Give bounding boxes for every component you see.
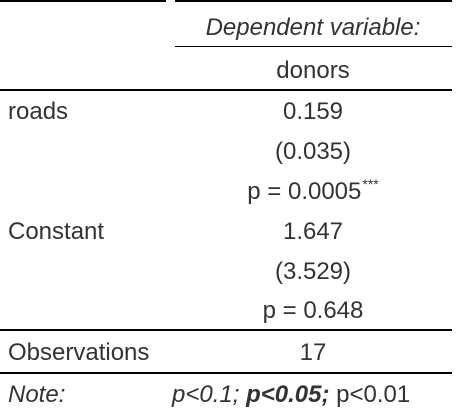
note-significance-legend: p<0.1; p<0.05; p<0.01	[172, 383, 410, 407]
row-constant-label: Constant	[8, 218, 105, 245]
note-label: Note:	[8, 381, 66, 408]
top-left-rule	[0, 0, 166, 2]
dependent-variable-name: donors	[276, 57, 350, 84]
body-bottom-rule	[0, 329, 452, 331]
header-underline-rule	[175, 46, 452, 47]
observations-value: 17	[299, 339, 327, 366]
row-constant-p-value: p = 0.648	[262, 297, 364, 324]
row-constant-coefficient: 1.647	[282, 218, 344, 245]
row-roads-coefficient: 0.159	[282, 98, 344, 125]
dependent-variable-label: Dependent variable:	[205, 14, 421, 41]
row-roads-p-value-text: p = 0.0005	[247, 178, 362, 205]
note-p1: p<0.1;	[172, 381, 240, 408]
row-roads-label: roads	[8, 98, 69, 125]
observations-label: Observations	[8, 339, 150, 366]
note-p2: p<0.05;	[246, 381, 330, 408]
row-roads-p-value: p = 0.0005***	[247, 177, 378, 205]
top-right-rule	[175, 0, 452, 2]
significance-stars: ***	[362, 176, 379, 192]
row-roads-std-error: (0.035)	[274, 138, 352, 165]
header-bottom-rule	[0, 89, 452, 91]
row-constant-std-error: (3.529)	[274, 258, 352, 285]
table-bottom-rule	[0, 372, 452, 374]
note-p3: p<0.01	[336, 381, 411, 408]
